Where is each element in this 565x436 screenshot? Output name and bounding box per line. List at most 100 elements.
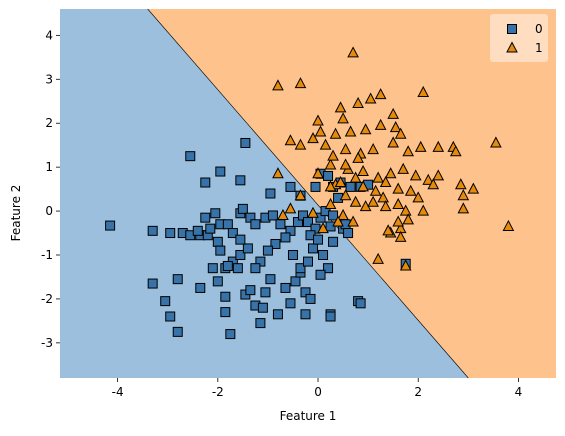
- legend: 01: [490, 14, 548, 62]
- y-tick-label: -2: [41, 292, 53, 306]
- class-1-point: [369, 184, 382, 196]
- class-1-point: [284, 134, 297, 146]
- class-0-point: [285, 181, 296, 192]
- class-0-point: [355, 298, 366, 309]
- class-1-point: [347, 215, 359, 227]
- class-1-point: [382, 224, 394, 236]
- class-1-point: [374, 118, 387, 130]
- class-0-point: [225, 329, 236, 340]
- class-0-point: [325, 311, 336, 322]
- class-1-point: [357, 164, 369, 177]
- class-1-point: [422, 173, 435, 185]
- class-1-point: [374, 88, 387, 100]
- class-1-point: [327, 149, 339, 161]
- class-0-point: [147, 278, 158, 289]
- y-tick-label: 0: [45, 204, 53, 218]
- class-0-point: [250, 263, 261, 274]
- class-1-point: [412, 191, 425, 203]
- class-0-point: [185, 151, 196, 162]
- class-0-point: [270, 239, 281, 250]
- class-1-point: [399, 259, 412, 271]
- y-tick-label: -1: [41, 248, 53, 262]
- class-1-point: [394, 230, 407, 242]
- class-1-point: [364, 92, 377, 104]
- class-1-point: [490, 136, 502, 148]
- class-0-point: [323, 170, 334, 181]
- class-1-point: [352, 151, 364, 163]
- class-1-point: [317, 222, 329, 234]
- class-0-point: [265, 274, 276, 285]
- class-1-point: [307, 206, 319, 218]
- class-0-point: [192, 225, 203, 236]
- class-1-point: [319, 138, 332, 150]
- class-1-point: [389, 121, 402, 133]
- class-1-point: [387, 136, 399, 148]
- class-1-point: [312, 167, 324, 179]
- class-0-point: [245, 285, 256, 296]
- class-0-point: [300, 287, 311, 298]
- class-1-point: [284, 202, 297, 214]
- decision-region-0: [60, 9, 469, 378]
- class-1-point: [307, 132, 319, 144]
- x-tick-label: -2: [212, 385, 224, 399]
- class-1-point: [324, 158, 337, 170]
- class-1-point: [417, 204, 430, 216]
- class-0-point: [160, 296, 171, 307]
- class-0-point: [297, 210, 308, 221]
- class-1-point: [377, 191, 389, 203]
- class-1-point: [294, 77, 307, 89]
- class-1-point: [502, 219, 515, 231]
- class-1-point: [392, 215, 405, 227]
- class-0-point: [285, 298, 296, 309]
- legend-marker-0: [507, 24, 517, 34]
- class-1-point: [347, 46, 359, 58]
- class-0-point: [328, 236, 339, 247]
- class-0-point: [212, 276, 223, 287]
- class-1-point: [337, 208, 349, 220]
- class-1-point: [427, 178, 440, 190]
- class-1-point: [399, 204, 412, 216]
- class-0-point: [250, 219, 261, 230]
- class-1-point: [397, 162, 410, 174]
- y-tick-label: 2: [45, 116, 53, 130]
- class-0-point: [210, 208, 221, 219]
- class-0-point: [280, 282, 291, 293]
- legend-marker-1: [506, 41, 518, 53]
- class-0-point: [165, 311, 176, 322]
- class-1-point: [312, 114, 324, 126]
- class-0-point: [232, 263, 243, 274]
- class-0-point: [172, 274, 183, 285]
- class-0-point: [172, 326, 183, 337]
- class-0-point: [237, 203, 248, 214]
- class-1-point: [392, 197, 405, 209]
- class-0-point: [265, 188, 276, 199]
- class-0-point: [195, 282, 206, 293]
- class-1-point: [454, 178, 467, 190]
- class-1-point: [332, 215, 344, 227]
- class-0-point: [267, 210, 278, 221]
- class-1-point: [404, 184, 417, 196]
- class-1-point: [349, 171, 362, 183]
- decision-region-1: [147, 9, 557, 378]
- y-tick-label: -3: [41, 336, 53, 350]
- class-1-point: [367, 195, 379, 207]
- x-axis-label: Feature 1: [280, 409, 337, 423]
- class-1-point: [372, 171, 384, 183]
- class-0-point: [308, 243, 319, 254]
- class-1-point: [467, 182, 480, 194]
- y-tick-label: 3: [45, 72, 53, 86]
- class-1-point: [277, 208, 289, 220]
- x-tick-label: 4: [515, 385, 523, 399]
- class-0-point: [305, 293, 316, 304]
- class-0-point: [260, 287, 271, 298]
- class-0-point: [255, 318, 266, 329]
- class-0-point: [205, 223, 216, 234]
- class-0-point: [272, 309, 283, 320]
- class-1-point: [387, 107, 399, 119]
- class-1-point: [339, 142, 352, 155]
- class-1-point: [457, 189, 470, 201]
- class-1-point: [379, 175, 392, 188]
- class-1-point: [329, 127, 342, 139]
- class-0-point: [165, 228, 176, 239]
